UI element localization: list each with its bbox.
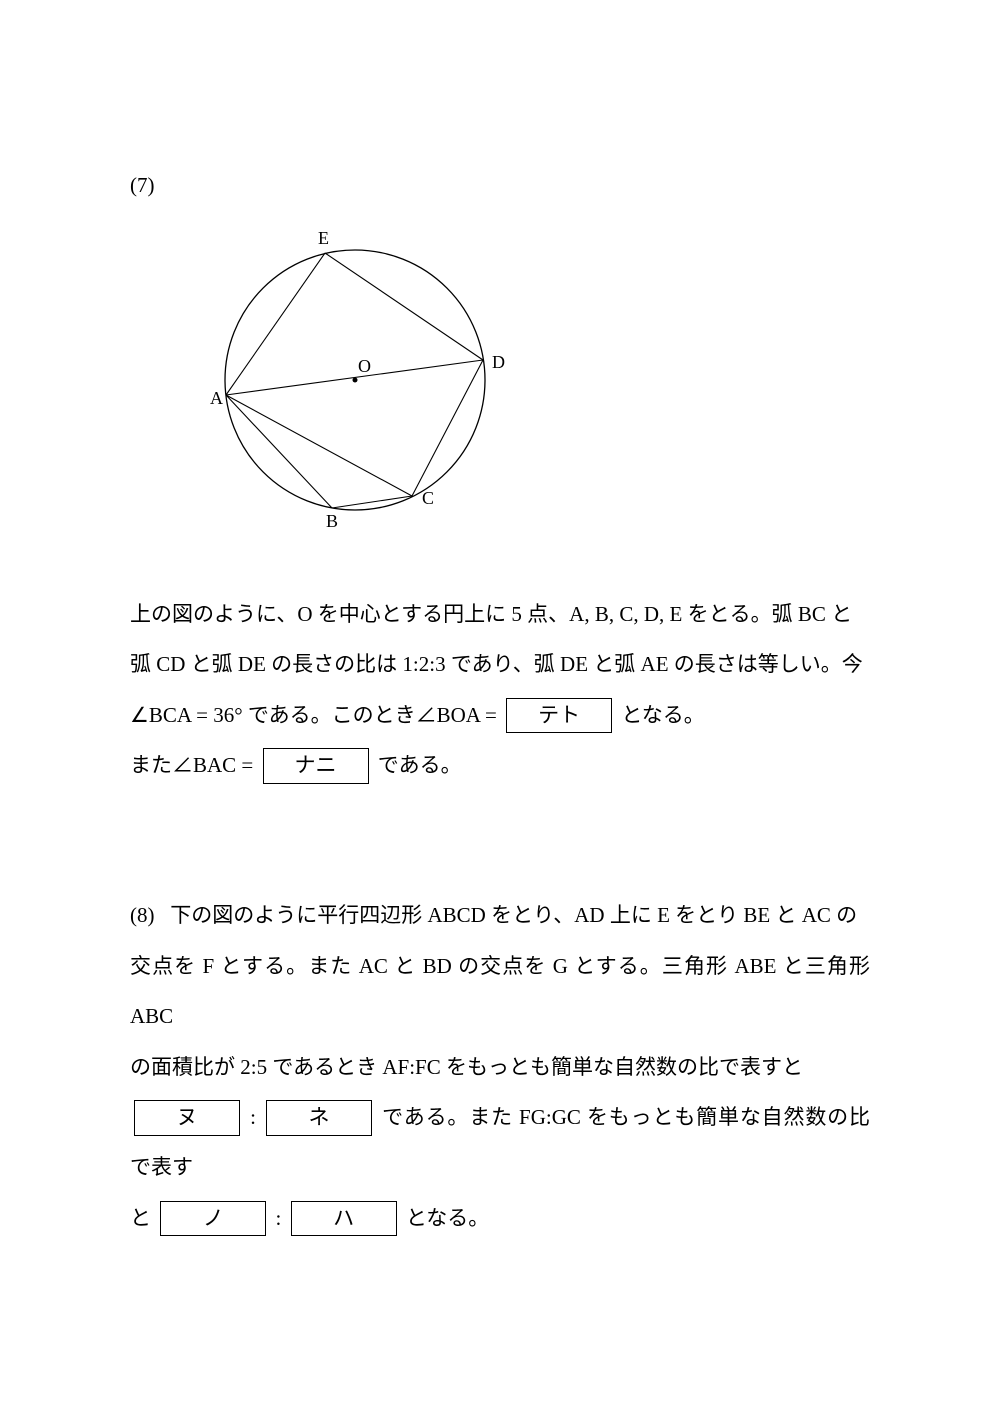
svg-text:E: E — [318, 228, 329, 248]
svg-text:A: A — [210, 388, 223, 408]
blank-ne[interactable]: ネ — [266, 1100, 372, 1136]
blank-teto[interactable]: テト — [506, 698, 612, 734]
svg-text:O: O — [358, 356, 371, 376]
q7-line3: ∠BCA = 36° である。このとき∠BOA = テト となる。 — [130, 690, 870, 740]
blank-no[interactable]: ノ — [160, 1201, 266, 1237]
svg-text:D: D — [492, 352, 505, 372]
blank-ha[interactable]: ハ — [291, 1201, 397, 1237]
q8-line1: (8) 下の図のように平行四辺形 ABCD をとり、AD 上に E をとり BE… — [130, 890, 870, 940]
q7-t2b: となる。 — [621, 703, 704, 727]
q8-line4: ヌ : ネ である。また FG:GC をもっとも簡単な自然数の比で表す — [130, 1092, 870, 1193]
q8-number: (8) — [130, 903, 155, 927]
q7-figure: A B C D E O — [190, 220, 870, 558]
q8-sep1: : — [250, 1105, 262, 1129]
q8-t3b: となる。 — [406, 1206, 489, 1230]
q8-t3a: と — [130, 1206, 151, 1230]
q8-line5: と ノ : ハ となる。 — [130, 1193, 870, 1243]
q8-t1a: 下の図のように平行四辺形 ABCD をとり、AD 上に E をとり BE と A… — [170, 903, 857, 927]
q8-t2: である。また FG:GC をもっとも簡単な自然数の比で表す — [130, 1105, 870, 1179]
q7-t3a: また∠BAC = — [130, 753, 259, 777]
q7-t3b: である。 — [378, 753, 462, 777]
q7-line2: 弧 CD と弧 DE の長さの比は 1:2:3 であり、弧 DE と弧 AE の… — [130, 639, 870, 689]
q8-line3: の面積比が 2:5 であるとき AF:FC をもっとも簡単な自然数の比で表すと — [130, 1042, 870, 1092]
circle-diagram: A B C D E O — [190, 220, 530, 540]
svg-text:C: C — [422, 488, 434, 508]
q8-line2: 交点を F とする。また AC と BD の交点を G とする。三角形 ABE … — [130, 941, 870, 1042]
q8-sep2: : — [276, 1206, 287, 1230]
q7-number: (7) — [130, 160, 870, 210]
svg-text:B: B — [326, 511, 338, 531]
q7-t2a: ∠BCA = 36° である。このとき∠BOA = — [130, 703, 502, 727]
q7-line4: また∠BAC = ナニ である。 — [130, 740, 870, 790]
q7-line1: 上の図のように、O を中心とする円上に 5 点、A, B, C, D, E をと… — [130, 589, 870, 639]
blank-nu[interactable]: ヌ — [134, 1100, 240, 1136]
blank-nani[interactable]: ナニ — [263, 748, 369, 784]
